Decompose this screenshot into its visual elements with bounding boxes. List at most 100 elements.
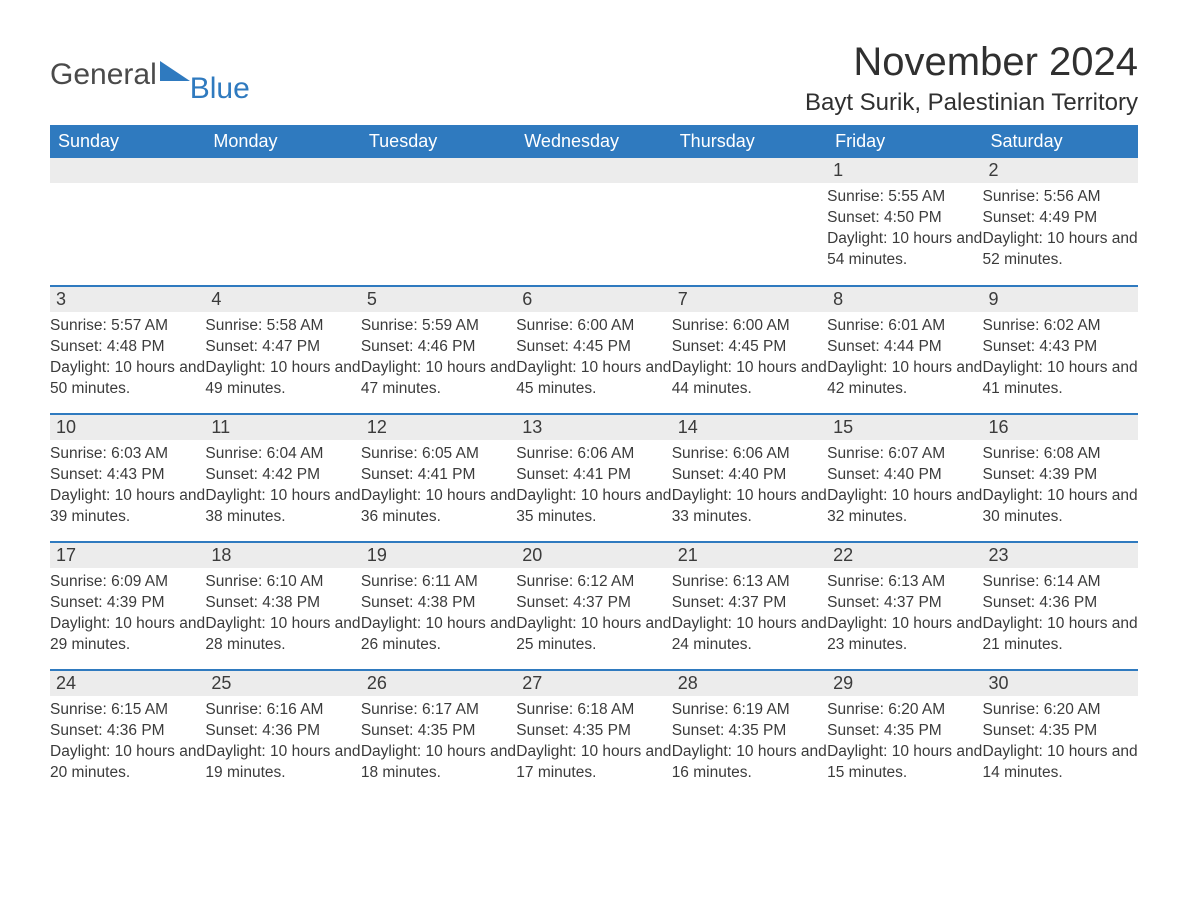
day-details: Sunrise: 6:10 AMSunset: 4:38 PMDaylight:… bbox=[205, 568, 360, 660]
daylight-text: Daylight: 10 hours and 50 minutes. bbox=[50, 358, 205, 400]
day-number: 12 bbox=[361, 415, 516, 440]
day-cell: 1Sunrise: 5:55 AMSunset: 4:50 PMDaylight… bbox=[827, 158, 982, 286]
sunrise-text: Sunrise: 6:05 AM bbox=[361, 444, 516, 465]
day-cell: 29Sunrise: 6:20 AMSunset: 4:35 PMDayligh… bbox=[827, 670, 982, 798]
calendar-table: Sunday Monday Tuesday Wednesday Thursday… bbox=[50, 125, 1138, 798]
col-header: Friday bbox=[827, 125, 982, 158]
day-details: Sunrise: 6:12 AMSunset: 4:37 PMDaylight:… bbox=[516, 568, 671, 660]
day-cell: 17Sunrise: 6:09 AMSunset: 4:39 PMDayligh… bbox=[50, 542, 205, 670]
day-number: 4 bbox=[205, 287, 360, 312]
sunset-text: Sunset: 4:47 PM bbox=[205, 337, 360, 358]
sunset-text: Sunset: 4:37 PM bbox=[827, 593, 982, 614]
day-details: Sunrise: 6:07 AMSunset: 4:40 PMDaylight:… bbox=[827, 440, 982, 532]
sunrise-text: Sunrise: 6:00 AM bbox=[516, 316, 671, 337]
daylight-text: Daylight: 10 hours and 33 minutes. bbox=[672, 486, 827, 528]
sunrise-text: Sunrise: 6:02 AM bbox=[983, 316, 1138, 337]
daylight-text: Daylight: 10 hours and 28 minutes. bbox=[205, 614, 360, 656]
week-row: 3Sunrise: 5:57 AMSunset: 4:48 PMDaylight… bbox=[50, 286, 1138, 414]
day-number: 9 bbox=[983, 287, 1138, 312]
daylight-text: Daylight: 10 hours and 54 minutes. bbox=[827, 229, 982, 271]
day-details: Sunrise: 5:56 AMSunset: 4:49 PMDaylight:… bbox=[983, 183, 1138, 275]
daylight-text: Daylight: 10 hours and 39 minutes. bbox=[50, 486, 205, 528]
day-cell: 16Sunrise: 6:08 AMSunset: 4:39 PMDayligh… bbox=[983, 414, 1138, 542]
day-details: Sunrise: 6:13 AMSunset: 4:37 PMDaylight:… bbox=[672, 568, 827, 660]
sunset-text: Sunset: 4:40 PM bbox=[672, 465, 827, 486]
day-number: 21 bbox=[672, 543, 827, 568]
sunset-text: Sunset: 4:45 PM bbox=[672, 337, 827, 358]
day-cell: 23Sunrise: 6:14 AMSunset: 4:36 PMDayligh… bbox=[983, 542, 1138, 670]
sunrise-text: Sunrise: 6:13 AM bbox=[827, 572, 982, 593]
day-cell: 21Sunrise: 6:13 AMSunset: 4:37 PMDayligh… bbox=[672, 542, 827, 670]
daylight-text: Daylight: 10 hours and 19 minutes. bbox=[205, 742, 360, 784]
day-number: 17 bbox=[50, 543, 205, 568]
day-number: 3 bbox=[50, 287, 205, 312]
col-header: Monday bbox=[205, 125, 360, 158]
sunrise-text: Sunrise: 6:12 AM bbox=[516, 572, 671, 593]
sunrise-text: Sunrise: 5:59 AM bbox=[361, 316, 516, 337]
day-cell: 12Sunrise: 6:05 AMSunset: 4:41 PMDayligh… bbox=[361, 414, 516, 542]
day-cell: 8Sunrise: 6:01 AMSunset: 4:44 PMDaylight… bbox=[827, 286, 982, 414]
daylight-text: Daylight: 10 hours and 24 minutes. bbox=[672, 614, 827, 656]
daylight-text: Daylight: 10 hours and 32 minutes. bbox=[827, 486, 982, 528]
week-row: 24Sunrise: 6:15 AMSunset: 4:36 PMDayligh… bbox=[50, 670, 1138, 798]
header-row: Sunday Monday Tuesday Wednesday Thursday… bbox=[50, 125, 1138, 158]
title-block: November 2024 Bayt Surik, Palestinian Te… bbox=[805, 40, 1138, 117]
daylight-text: Daylight: 10 hours and 14 minutes. bbox=[983, 742, 1138, 784]
day-details: Sunrise: 6:05 AMSunset: 4:41 PMDaylight:… bbox=[361, 440, 516, 532]
day-cell: 2Sunrise: 5:56 AMSunset: 4:49 PMDaylight… bbox=[983, 158, 1138, 286]
sunrise-text: Sunrise: 6:14 AM bbox=[983, 572, 1138, 593]
logo: General Blue bbox=[50, 40, 250, 92]
sunrise-text: Sunrise: 6:20 AM bbox=[827, 700, 982, 721]
day-cell: 11Sunrise: 6:04 AMSunset: 4:42 PMDayligh… bbox=[205, 414, 360, 542]
day-details: Sunrise: 6:03 AMSunset: 4:43 PMDaylight:… bbox=[50, 440, 205, 532]
daylight-text: Daylight: 10 hours and 45 minutes. bbox=[516, 358, 671, 400]
day-cell: 20Sunrise: 6:12 AMSunset: 4:37 PMDayligh… bbox=[516, 542, 671, 670]
sunrise-text: Sunrise: 5:58 AM bbox=[205, 316, 360, 337]
day-details: Sunrise: 6:20 AMSunset: 4:35 PMDaylight:… bbox=[983, 696, 1138, 788]
day-number: 19 bbox=[361, 543, 516, 568]
daylight-text: Daylight: 10 hours and 18 minutes. bbox=[361, 742, 516, 784]
daylight-text: Daylight: 10 hours and 30 minutes. bbox=[983, 486, 1138, 528]
logo-text-blue: Blue bbox=[190, 72, 250, 106]
daylight-text: Daylight: 10 hours and 29 minutes. bbox=[50, 614, 205, 656]
day-details: Sunrise: 6:06 AMSunset: 4:41 PMDaylight:… bbox=[516, 440, 671, 532]
daylight-text: Daylight: 10 hours and 44 minutes. bbox=[672, 358, 827, 400]
day-number: 27 bbox=[516, 671, 671, 696]
day-details: Sunrise: 5:57 AMSunset: 4:48 PMDaylight:… bbox=[50, 312, 205, 404]
sunrise-text: Sunrise: 6:01 AM bbox=[827, 316, 982, 337]
day-details: Sunrise: 5:59 AMSunset: 4:46 PMDaylight:… bbox=[361, 312, 516, 404]
sunset-text: Sunset: 4:35 PM bbox=[361, 721, 516, 742]
day-number bbox=[672, 158, 827, 183]
day-cell bbox=[205, 158, 360, 286]
day-number: 23 bbox=[983, 543, 1138, 568]
day-details: Sunrise: 6:08 AMSunset: 4:39 PMDaylight:… bbox=[983, 440, 1138, 532]
daylight-text: Daylight: 10 hours and 52 minutes. bbox=[983, 229, 1138, 271]
day-number: 16 bbox=[983, 415, 1138, 440]
day-cell bbox=[672, 158, 827, 286]
sunset-text: Sunset: 4:35 PM bbox=[516, 721, 671, 742]
col-header: Thursday bbox=[672, 125, 827, 158]
sunrise-text: Sunrise: 6:09 AM bbox=[50, 572, 205, 593]
col-header: Tuesday bbox=[361, 125, 516, 158]
day-details: Sunrise: 6:06 AMSunset: 4:40 PMDaylight:… bbox=[672, 440, 827, 532]
day-details: Sunrise: 6:00 AMSunset: 4:45 PMDaylight:… bbox=[672, 312, 827, 404]
day-details: Sunrise: 6:11 AMSunset: 4:38 PMDaylight:… bbox=[361, 568, 516, 660]
day-cell: 3Sunrise: 5:57 AMSunset: 4:48 PMDaylight… bbox=[50, 286, 205, 414]
daylight-text: Daylight: 10 hours and 21 minutes. bbox=[983, 614, 1138, 656]
logo-text-general: General bbox=[50, 58, 157, 92]
sunset-text: Sunset: 4:35 PM bbox=[672, 721, 827, 742]
day-number: 6 bbox=[516, 287, 671, 312]
day-number: 18 bbox=[205, 543, 360, 568]
daylight-text: Daylight: 10 hours and 35 minutes. bbox=[516, 486, 671, 528]
sunrise-text: Sunrise: 5:55 AM bbox=[827, 187, 982, 208]
day-details: Sunrise: 6:15 AMSunset: 4:36 PMDaylight:… bbox=[50, 696, 205, 788]
day-number: 11 bbox=[205, 415, 360, 440]
daylight-text: Daylight: 10 hours and 41 minutes. bbox=[983, 358, 1138, 400]
day-cell: 24Sunrise: 6:15 AMSunset: 4:36 PMDayligh… bbox=[50, 670, 205, 798]
day-number: 10 bbox=[50, 415, 205, 440]
day-cell: 10Sunrise: 6:03 AMSunset: 4:43 PMDayligh… bbox=[50, 414, 205, 542]
sunset-text: Sunset: 4:38 PM bbox=[361, 593, 516, 614]
sunset-text: Sunset: 4:50 PM bbox=[827, 208, 982, 229]
day-number bbox=[361, 158, 516, 183]
sunset-text: Sunset: 4:40 PM bbox=[827, 465, 982, 486]
